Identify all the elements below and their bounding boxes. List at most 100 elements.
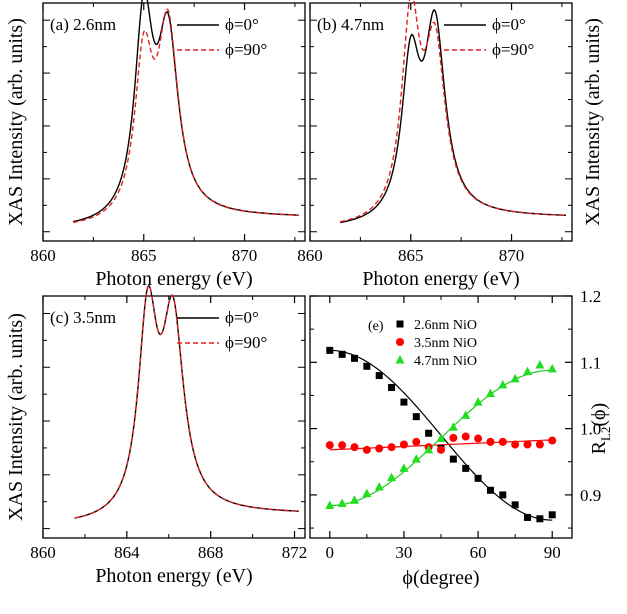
data-point-triangle	[523, 366, 533, 376]
y-axis-label: XAS Intensity (arb. units)	[5, 18, 27, 226]
data-point-triangle	[374, 481, 384, 491]
data-point-circle	[350, 443, 359, 452]
data-point-square	[400, 398, 408, 406]
data-point-square	[350, 354, 358, 362]
data-point-circle	[325, 441, 334, 450]
x-axis-label: Photon energy (eV)	[95, 268, 252, 290]
legend-label: ϕ=0°	[225, 308, 259, 327]
data-point-triangle	[485, 388, 495, 397]
data-point-triangle	[436, 433, 446, 443]
data-point-circle	[535, 440, 544, 449]
x-tick-label: 865	[131, 246, 157, 265]
data-point-triangle	[424, 444, 434, 454]
data-point-triangle	[362, 488, 372, 498]
legend-label: ϕ=90°	[225, 40, 267, 59]
data-point-triangle	[325, 500, 335, 510]
data-point-triangle	[387, 472, 397, 482]
data-point-square	[412, 413, 420, 421]
data-point-square	[499, 491, 507, 499]
legend-label: 2.6nm NiO	[414, 318, 477, 333]
panel-label: (b) 4.7nm	[317, 15, 384, 34]
x-tick-label: 90	[544, 543, 561, 562]
data-point-square	[511, 501, 519, 509]
plot-frame	[42, 295, 306, 539]
data-point-circle	[338, 441, 347, 450]
x-tick-label: 30	[395, 543, 412, 562]
legend-marker	[396, 338, 404, 346]
data-point-square	[449, 455, 457, 463]
y-tick-label: 1.2	[580, 287, 601, 306]
data-point-triangle	[473, 397, 483, 406]
data-point-circle	[461, 432, 470, 441]
legend-marker	[395, 355, 405, 364]
y-axis-label: XAS Intensity (arb. units)	[582, 18, 604, 226]
chart-panel-e: 0 30 60 90 0.9 1.0 1.1 1.2 (e) 2.6nm NiO 3.5nm NiO…	[309, 287, 613, 589]
legend-marker	[396, 320, 404, 328]
data-point-square	[486, 486, 494, 494]
panel-label: (a) 2.6nm	[50, 15, 116, 34]
y-axis-label-tail: (ϕ)	[588, 403, 610, 427]
data-point-circle	[498, 437, 507, 446]
legend-label: ϕ=0°	[225, 15, 259, 34]
x-tick-label: 860	[297, 246, 323, 265]
legend-label: ϕ=90°	[492, 40, 534, 59]
data-point-circle	[362, 445, 371, 454]
series-line-phi-90	[340, 0, 566, 223]
x-tick-label: 864	[114, 543, 140, 562]
x-axis-label: Photon energy (eV)	[95, 565, 252, 587]
data-point-circle	[486, 437, 495, 446]
data-point-circle	[511, 440, 520, 449]
x-tick-label: 868	[198, 543, 224, 562]
chart-panel-b: 860 865 870 (b) 4.7nm ϕ=0° ϕ=90° Photon energy…	[297, 0, 604, 290]
x-axis-label: ϕ(degree)	[402, 567, 479, 589]
y-tick-label: 0.9	[580, 486, 601, 505]
data-point-square	[474, 474, 482, 482]
data-point-circle	[375, 444, 384, 453]
panel-label: (e)	[368, 319, 384, 334]
data-point-circle	[412, 437, 421, 446]
data-point-circle	[474, 434, 483, 443]
panel-label: (c) 3.5nm	[50, 308, 116, 327]
data-point-triangle	[535, 359, 545, 369]
data-point-square	[326, 346, 334, 354]
plot-frame	[309, 2, 573, 242]
data-point-triangle	[498, 379, 508, 389]
chart-panel-c: 860 864 868 872 (c) 3.5nm ϕ=0° ϕ=90° Photon ene…	[5, 284, 307, 587]
plot-frame	[42, 2, 306, 242]
series-line-phi-90	[73, 8, 299, 224]
data-point-circle	[387, 443, 396, 452]
legend-label: 4.7nm NiO	[414, 354, 477, 369]
data-point-square	[363, 362, 371, 370]
data-point-square	[524, 513, 532, 521]
data-point-circle	[449, 433, 458, 442]
y-axis-label-main: R	[588, 440, 610, 454]
legend-label: 3.5nm NiO	[414, 336, 477, 351]
y-tick-label: 1.0	[580, 420, 601, 439]
legend-label: ϕ=0°	[492, 15, 526, 34]
data-point-triangle	[349, 495, 359, 504]
data-point-triangle	[547, 363, 557, 373]
x-tick-label: 860	[30, 543, 56, 562]
x-tick-label: 0	[326, 543, 335, 562]
data-point-circle	[399, 440, 408, 449]
data-point-circle	[437, 445, 445, 454]
x-tick-label: 60	[470, 543, 487, 562]
data-point-triangle	[510, 373, 520, 383]
data-point-circle	[548, 436, 557, 445]
y-axis-label: RL2(ϕ)	[588, 403, 613, 455]
chart-panel-a: 860 865 870 (a) 2.6nm ϕ=0° ϕ=90° Photon energy…	[5, 0, 306, 290]
data-point-square	[375, 372, 383, 380]
data-point-triangle	[337, 498, 347, 508]
y-axis-label: XAS Intensity (arb. units)	[5, 313, 27, 521]
data-point-square	[338, 350, 346, 358]
data-point-triangle	[448, 422, 458, 431]
x-tick-label: 860	[30, 246, 56, 265]
data-point-triangle	[399, 463, 409, 472]
data-point-square	[462, 464, 470, 472]
data-point-triangle	[411, 454, 421, 463]
x-axis-label: Photon energy (eV)	[362, 268, 519, 290]
data-point-square	[536, 515, 544, 523]
y-axis-label-sub: L2	[598, 427, 613, 441]
y-tick-label: 1.1	[580, 353, 601, 372]
